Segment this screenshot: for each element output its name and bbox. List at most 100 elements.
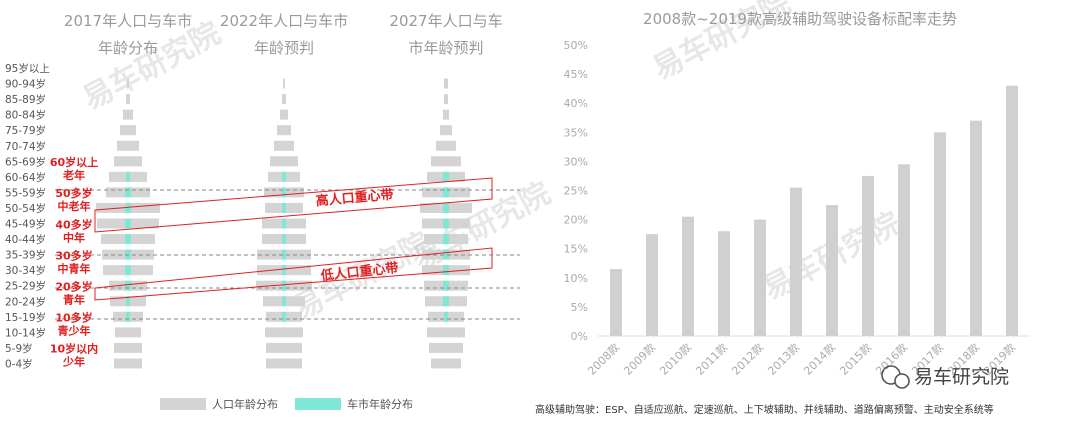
age-tick-label: 50-54岁 (5, 202, 46, 215)
age-tick-label: 45-49岁 (5, 218, 46, 231)
car-market-bar (443, 171, 449, 182)
bar-2017款 (934, 132, 946, 336)
car-market-bar (282, 202, 286, 213)
bar-2013款 (790, 187, 802, 336)
population-bar (427, 327, 465, 338)
car-market-bar (126, 296, 130, 307)
bar-2015款 (862, 175, 874, 336)
age-tick-label: 30-34岁 (5, 264, 46, 277)
population-bar (114, 342, 142, 353)
population-bar (431, 358, 461, 369)
bar-2008款 (610, 269, 622, 336)
population-bar (444, 94, 448, 105)
x-tick-label: 2015款 (837, 340, 874, 377)
age-tick-label: 85-89岁 (5, 93, 46, 106)
x-tick-label: 2010款 (657, 340, 694, 377)
population-bar (280, 109, 288, 120)
population-bar (114, 358, 142, 369)
age-tick-label: 35-39岁 (5, 249, 46, 262)
bar-2014款 (826, 205, 838, 336)
brand-name: 易车研究院 (914, 366, 1009, 388)
bar-chart: 0% 5% 10% 15% 20% 25% 30% 35% 40% 45% 50% 2008款 2009… (564, 39, 1030, 378)
car-market-bar (443, 234, 449, 245)
car-market-bar (282, 311, 286, 322)
age-group-label: 50多岁 (55, 186, 92, 200)
population-bar (440, 125, 452, 136)
age-group-sublabel: 青少年 (58, 324, 91, 338)
car-market-bar (443, 265, 449, 276)
x-tick-label: 2014款 (801, 340, 838, 377)
car-market-bar (125, 280, 131, 291)
age-tick-label: 20-24岁 (5, 295, 46, 308)
population-bar (429, 342, 463, 353)
car-market-bar (282, 265, 286, 276)
age-tick-label: 60-64岁 (5, 171, 46, 184)
age-tick-label: 5-9岁 (5, 342, 33, 355)
population-bar (443, 109, 449, 120)
car-market-bar (125, 187, 131, 198)
age-tick-label: 80-84岁 (5, 109, 46, 122)
car-market-bar (282, 187, 286, 198)
y-tick-label: 10% (564, 272, 588, 285)
age-axis: 95岁以上 90-94岁 85-89岁 80-84岁 75-79岁 70-74岁 65-69… (5, 62, 50, 370)
age-group-sublabel: 青年 (63, 292, 85, 306)
population-bar (444, 78, 448, 89)
age-tick-label: 15-19岁 (5, 311, 46, 324)
bar-2009款 (646, 234, 658, 336)
chart-title: 2008款~2019款高级辅助驾驶设备标配率走势 (643, 10, 957, 28)
x-tick-label: 2008款 (585, 340, 622, 377)
pyramid-bars (96, 78, 472, 369)
pyramid-title-line1: 2027年人口与车 (389, 12, 502, 30)
high-band-label: 高人口重心带 (315, 187, 394, 210)
legend-car-swatch (295, 398, 341, 410)
population-bar (436, 140, 456, 151)
bar-2018款 (970, 120, 982, 336)
low-population-band (94, 247, 493, 301)
age-group-sublabel: 中年 (63, 230, 85, 244)
car-market-bar (126, 311, 130, 322)
population-bar (270, 156, 298, 167)
population-bar (127, 78, 129, 89)
pyramid-title-line2: 年龄预判 (254, 39, 314, 57)
legend-population-swatch (160, 398, 206, 410)
population-bar (126, 94, 130, 105)
x-tick-label: 2009款 (621, 340, 658, 377)
age-group-sublabel: 中青年 (58, 261, 91, 275)
age-tick-label: 25-29岁 (5, 280, 46, 293)
age-group-label: 20多岁 (55, 279, 92, 293)
y-tick-label: 50% (564, 39, 588, 52)
age-group-label: 10岁以内 (50, 342, 98, 356)
age-group-label: 10多岁 (55, 311, 92, 325)
bar-2012款 (754, 219, 766, 336)
population-bar (265, 327, 303, 338)
chart-footnote: 高级辅助驾驶：ESP、自适应巡航、定速巡航、上下坡辅助、并线辅助、道路偏离预警、… (535, 403, 994, 416)
x-tick-label: 2013款 (765, 340, 802, 377)
y-tick-label: 25% (564, 185, 588, 198)
brand-logo: 易车研究院 (881, 365, 1009, 389)
wechat-icon-bubble (894, 373, 910, 389)
population-bar (114, 156, 142, 167)
age-tick-label: 75-79岁 (5, 124, 46, 137)
car-market-bar (444, 311, 448, 322)
population-bar (120, 125, 136, 136)
population-bar (266, 342, 302, 353)
age-group-sublabel: 老年 (62, 168, 85, 182)
car-market-bar (443, 218, 449, 229)
pyramid-title-line2: 市年龄预判 (408, 39, 483, 57)
legend-population-label: 人口年龄分布 (212, 397, 278, 411)
car-market-bar (282, 171, 286, 182)
car-market-bar (282, 280, 286, 291)
car-market-bar (443, 280, 449, 291)
y-tick-label: 5% (571, 301, 588, 314)
car-market-bar (125, 265, 131, 276)
high-population-band (94, 177, 493, 233)
pyramid-legend: 人口年龄分布 车市年龄分布 (160, 397, 413, 411)
x-tick-label: 2016款 (873, 340, 910, 377)
age-tick-label: 65-69岁 (5, 155, 46, 168)
x-tick-label: 2011款 (693, 340, 730, 377)
car-market-bar (125, 202, 131, 213)
y-tick-label: 35% (564, 126, 588, 139)
